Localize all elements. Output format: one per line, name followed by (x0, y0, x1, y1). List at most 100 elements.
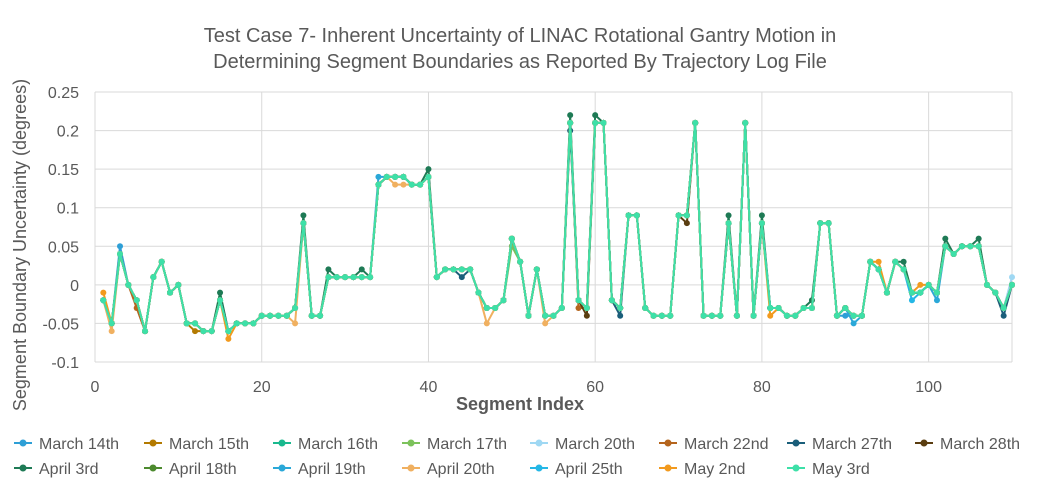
data-point (108, 328, 115, 335)
series-april-18th (100, 119, 1015, 335)
series-march-20th (100, 119, 1015, 335)
data-point (992, 289, 999, 296)
chart-title-line-2: Determining Segment Boundaries as Report… (213, 51, 827, 73)
data-point (575, 297, 582, 304)
data-point (375, 181, 382, 188)
data-point (942, 243, 949, 250)
data-point (258, 312, 265, 319)
data-point (683, 220, 690, 227)
data-point (325, 266, 332, 273)
legend-item: April 19th (273, 461, 366, 478)
legend-item: April 3rd (14, 461, 99, 478)
series-line (102, 121, 1013, 333)
data-point (625, 212, 632, 219)
legend-label: March 15th (169, 436, 249, 453)
series-line (102, 121, 1013, 333)
data-point (217, 297, 224, 304)
data-point (492, 305, 499, 311)
data-point (567, 119, 574, 126)
data-point (942, 235, 949, 242)
data-point (842, 312, 849, 319)
legend-item: March 20th (530, 436, 635, 453)
legend-item: March 27th (787, 436, 892, 453)
legend-item: March 15th (144, 436, 249, 453)
y-tick-label: 0.2 (57, 124, 79, 141)
data-point (500, 297, 507, 304)
legend-marker (535, 439, 543, 447)
data-point (458, 274, 465, 281)
data-point (983, 281, 990, 288)
data-point (758, 212, 765, 219)
data-point (483, 305, 490, 311)
data-point (767, 305, 774, 311)
legend-label: March 27th (812, 436, 892, 453)
data-point (150, 274, 157, 281)
data-point (300, 220, 307, 227)
x-tick-label: 20 (253, 379, 271, 396)
data-point (575, 305, 582, 311)
data-point (542, 312, 549, 319)
series-line (102, 121, 1013, 333)
y-tick-label: 0.05 (48, 239, 79, 256)
data-point (750, 312, 757, 319)
data-point (667, 312, 674, 319)
data-point (225, 328, 232, 335)
series-may-2nd (100, 119, 1015, 342)
data-point (550, 312, 557, 319)
data-point (292, 320, 299, 327)
y-tick-label: 0.15 (48, 162, 79, 179)
data-point (600, 119, 607, 126)
data-point (267, 312, 274, 319)
data-point (483, 320, 490, 327)
data-point (142, 328, 149, 335)
legend-item: April 20th (402, 461, 495, 478)
series-line (102, 121, 1013, 333)
data-point (642, 305, 649, 311)
data-point (317, 312, 324, 319)
data-point (917, 281, 924, 288)
series-line (102, 114, 1013, 333)
data-point (275, 312, 282, 319)
x-tick-label: 40 (420, 379, 438, 396)
data-point (608, 297, 615, 304)
legend-label: April 3rd (39, 461, 99, 478)
data-point (292, 305, 299, 311)
legend-item: April 18th (144, 461, 237, 478)
data-point (417, 181, 424, 188)
data-point (233, 320, 240, 327)
series-march-22nd (100, 119, 1015, 335)
series-line (102, 121, 1013, 333)
series-april-20th (100, 119, 1015, 335)
data-point (908, 289, 915, 296)
data-point (342, 274, 349, 281)
legend-marker (19, 464, 27, 472)
y-axis-ticks: -0.1 -0.05 0 0.05 0.1 0.15 0.2 0.25 (43, 85, 80, 372)
legend-item: May 3rd (787, 461, 870, 478)
data-point (650, 312, 657, 319)
legend-item: March 14th (14, 436, 119, 453)
legend-marker (149, 439, 157, 447)
data-point (100, 297, 107, 304)
legend-label: May 2nd (684, 461, 745, 478)
data-point (300, 212, 307, 219)
y-tick-label: 0.1 (57, 201, 79, 218)
data-point (225, 335, 232, 342)
chart-title-line-1: Test Case 7- Inherent Uncertainty of LIN… (204, 25, 837, 47)
data-point (775, 305, 782, 311)
legend-item: May 2nd (659, 461, 745, 478)
legend-label: March 20th (555, 436, 635, 453)
x-tick-label: 100 (915, 379, 942, 396)
series-march-14th (100, 119, 1015, 335)
data-point (950, 251, 957, 257)
legend-item: March 16th (273, 436, 378, 453)
data-point (1000, 312, 1007, 319)
data-point (183, 320, 190, 327)
data-point (167, 289, 174, 296)
data-point (692, 119, 699, 126)
data-point (567, 112, 574, 119)
legend-marker (664, 464, 672, 472)
data-point (658, 312, 665, 319)
data-point (742, 119, 749, 126)
series-line (102, 121, 1013, 333)
series-line (102, 121, 1013, 333)
